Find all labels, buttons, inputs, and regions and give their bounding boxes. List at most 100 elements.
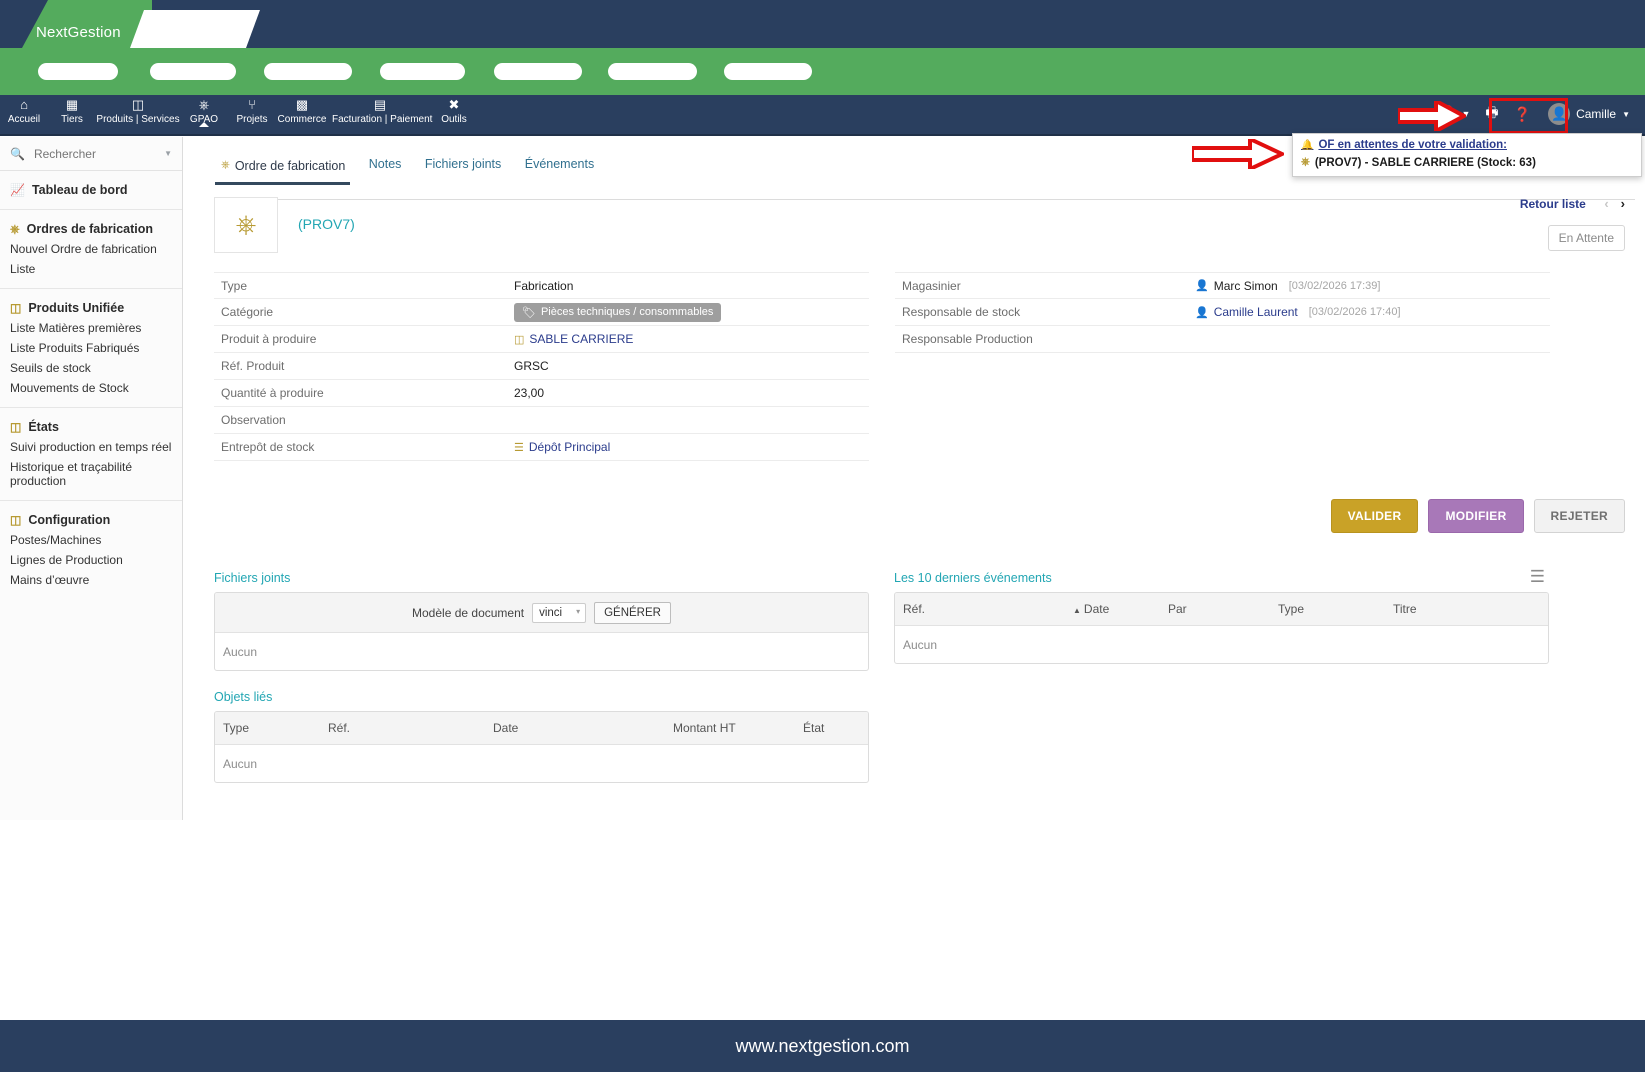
tag-icon: 🏷 (522, 306, 536, 319)
sidebar-item-mouvements-de-stock[interactable]: Mouvements de Stock (10, 381, 129, 395)
notification-item[interactable]: ⎈ (PROV7) - SABLE CARRIERE (Stock: 63) (1301, 156, 1633, 169)
sidebar-item-liste[interactable]: Liste (10, 262, 36, 276)
footer-url: www.nextgestion.com (735, 1035, 910, 1056)
product-link[interactable]: SABLE CARRIERE (529, 332, 634, 346)
tab-ordre-de-fabrication[interactable]: ⎈ Ordre de fabrication (215, 153, 358, 182)
sidebar-item-produits-fabriques[interactable]: Liste Produits Fabriqués (10, 341, 140, 355)
nav-item-gpao[interactable]: ⎈ GPAO (180, 98, 228, 128)
document-model-select[interactable]: vinci (532, 602, 587, 623)
sort-asc-icon: ▲ (1073, 606, 1081, 615)
field-value: GRSC (514, 359, 549, 373)
project-icon: ⑂ (248, 97, 256, 112)
tab-fichiers-joints[interactable]: Fichiers joints (424, 157, 502, 171)
chevron-down-icon[interactable]: ▼ (164, 149, 172, 158)
empty-state-text: Aucun (903, 637, 938, 652)
nav-label: Facturation | Paiement (332, 113, 433, 125)
document-model-label: Modèle de document (412, 605, 525, 620)
record-action-buttons: VALIDER MODIFIER REJETER (1330, 499, 1625, 533)
panel-body: Modèle de document vinci GÉNÉRER Aucun (214, 592, 869, 671)
sidebar-item-matieres-premieres[interactable]: Liste Matières premières (10, 321, 142, 335)
sidebar-group-header[interactable]: ⎈ Ordres de fabrication (0, 219, 182, 239)
valider-button[interactable]: VALIDER (1330, 499, 1419, 533)
sidebar-item-seuils-de-stock[interactable]: Seuils de stock (10, 361, 91, 375)
field-row-responsable-de-stock: Responsable de stock 👤 Camille Laurent [… (895, 299, 1550, 326)
box-icon: ◫ (514, 333, 525, 346)
warehouse-link[interactable]: Dépôt Principal (528, 440, 611, 454)
placeholder-pill-6 (608, 63, 697, 80)
column-header-montant-ht[interactable]: Montant HT (673, 721, 736, 735)
generer-button[interactable]: GÉNÉRER (594, 601, 671, 624)
column-header-date[interactable]: ▲ Date (1065, 602, 1160, 616)
next-record-button[interactable]: › (1620, 196, 1625, 212)
column-header-par[interactable]: Par (1168, 602, 1187, 616)
sidebar-item-suivi-production[interactable]: Suivi production en temps réel (10, 440, 172, 454)
search-input[interactable] (31, 145, 150, 162)
field-value: ◫ SABLE CARRIERE (514, 332, 633, 346)
nav-item-produits-services[interactable]: ◫ Produits | Services (96, 98, 180, 125)
sidebar-group-header[interactable]: ◫ États (0, 417, 182, 437)
tab-label: Ordre de fabrication (234, 158, 346, 173)
field-value: 23,00 (514, 386, 545, 400)
nav-label: Commerce (277, 113, 327, 125)
placeholder-pill-3 (264, 63, 352, 80)
invoice-icon: ▤ (373, 97, 387, 112)
sidebar-group-header[interactable]: ◫ Produits Unifiée (0, 298, 182, 318)
placeholder-pill-1 (38, 63, 118, 80)
responsable-stock-link[interactable]: Camille Laurent (1213, 305, 1298, 319)
column-header-titre[interactable]: Titre (1393, 602, 1417, 616)
panel-title: Objets liés (214, 690, 273, 704)
secondary-tab[interactable] (130, 10, 260, 48)
brand-band: NextGestion (0, 0, 1645, 95)
column-header-ref[interactable]: Réf. (328, 721, 351, 735)
nav-item-outils[interactable]: ✖ Outils (430, 98, 478, 125)
nav-item-facturation-paiement[interactable]: ▤ Facturation | Paiement (332, 97, 433, 125)
brand-tab[interactable] (22, 0, 152, 48)
sidebar-item-nouvel-ordre[interactable]: Nouvel Ordre de fabrication (10, 242, 157, 256)
placeholder-pill-7 (724, 63, 812, 80)
category-tag[interactable]: 🏷 Pièces techniques / consommables (514, 302, 722, 322)
sidebar-group-label: Tableau de bord (31, 183, 128, 197)
sidebar-group-header[interactable]: ◫ Configuration (0, 510, 182, 530)
previous-record-button[interactable]: ‹ (1604, 196, 1609, 212)
column-header-type[interactable]: Type (1278, 602, 1305, 616)
search-icon: 🔍 (10, 146, 25, 161)
sidebar-item-postes-machines[interactable]: Postes/Machines (10, 533, 102, 547)
sidebar-item-lignes-de-production[interactable]: Lignes de Production (10, 553, 123, 567)
printer-icon[interactable]: 🖶 (1485, 104, 1499, 120)
back-to-list-link[interactable]: Retour liste (1519, 197, 1586, 211)
nav-item-commerce[interactable]: ▩ Commerce (272, 98, 332, 125)
column-header-etat[interactable]: État (803, 721, 825, 735)
help-icon[interactable]: ❓ (1513, 105, 1532, 122)
notification-title-link[interactable]: 🔔 OF en attentes de votre validation: (1301, 139, 1633, 151)
panel-title: Fichiers joints (214, 571, 291, 585)
table-header-row: Type Réf. Date Montant HT État (215, 712, 868, 745)
rejeter-button[interactable]: REJETER (1533, 499, 1625, 533)
responsable-stock-timestamp: [03/02/2026 17:40] (1308, 306, 1401, 318)
empty-state-text: Aucun (223, 756, 258, 771)
sidebar-search[interactable]: 🔍 ▼ (0, 137, 182, 171)
tab-evenements[interactable]: Événements (524, 157, 595, 171)
sidebar-item-dashboard[interactable]: 📈 Tableau de bord (0, 180, 182, 200)
tools-icon: ✖ (448, 97, 460, 112)
box-icon: ◫ (131, 97, 145, 112)
nav-label: GPAO (189, 113, 219, 125)
column-header-date[interactable]: Date (493, 721, 519, 735)
tabs-divider (247, 199, 1635, 200)
nav-item-accueil[interactable]: ⌂ Accueil (0, 98, 48, 125)
field-label: Responsable Production (902, 332, 1033, 346)
nav-item-tiers[interactable]: ▦ Tiers (48, 98, 96, 125)
panel-menu-icon[interactable]: ☰ (1529, 567, 1545, 586)
modifier-button[interactable]: MODIFIER (1428, 499, 1524, 533)
sidebar-item-mains-doeuvre[interactable]: Mains d’œuvre (10, 573, 90, 587)
chevron-down-icon[interactable]: ▼ (1461, 109, 1471, 119)
nav-label: Projets (236, 113, 268, 125)
nav-item-projets[interactable]: ⑂ Projets (228, 98, 276, 125)
tab-notes[interactable]: Notes (368, 157, 402, 171)
sidebar-item-historique-tracabilite[interactable]: Historique et traçabilité production (10, 460, 133, 488)
user-menu-button[interactable]: 👤 Camille ▼ (1543, 101, 1635, 127)
field-label: Observation (221, 413, 286, 427)
field-row-type: Type Fabrication (214, 272, 869, 299)
column-header-ref[interactable]: Réf. (903, 602, 926, 616)
chart-icon: ▩ (295, 97, 309, 112)
column-header-type[interactable]: Type (223, 721, 250, 735)
